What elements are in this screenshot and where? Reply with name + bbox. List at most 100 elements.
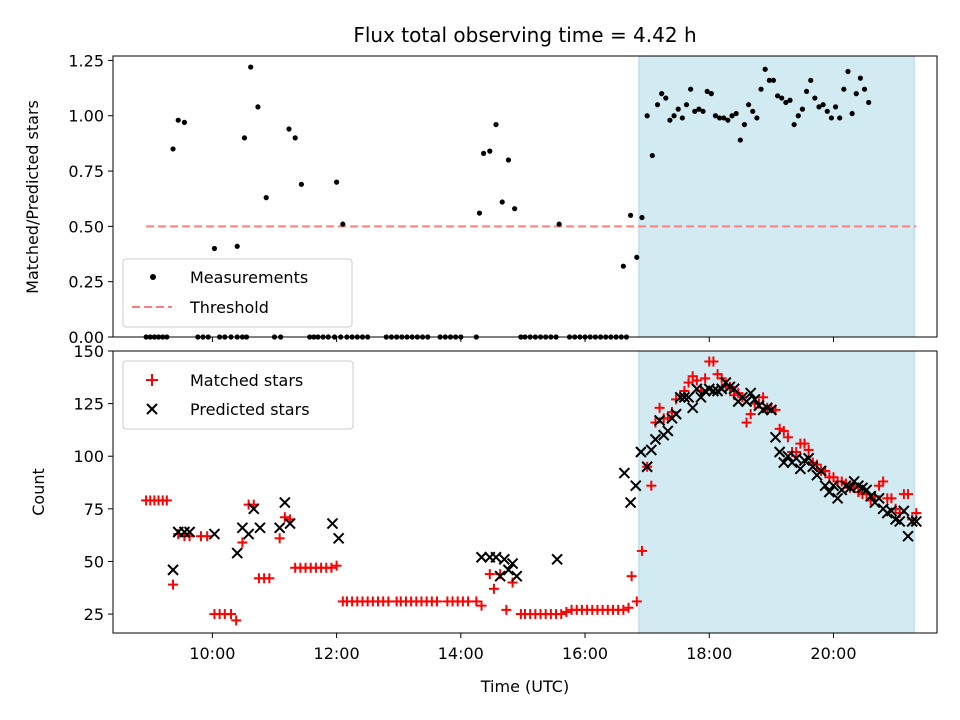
- measurement-point: [696, 106, 702, 112]
- measurement-point: [181, 119, 188, 125]
- matched-star-point: [646, 480, 657, 491]
- predicted-star-point: [769, 431, 782, 443]
- measurement-point: [248, 64, 254, 70]
- predicted-star-point: [827, 479, 840, 492]
- measurement-point: [659, 91, 665, 97]
- predicted-star-point: [254, 522, 266, 534]
- measurement-point: [729, 113, 735, 119]
- predicted-star-point: [635, 446, 647, 458]
- measurement-point: [170, 146, 176, 152]
- predicted-star-point: [831, 492, 844, 505]
- measurement-point: [712, 113, 719, 119]
- x-stroke-b: [815, 465, 827, 477]
- measurement-point: [808, 77, 814, 83]
- matched-star-point: [231, 615, 242, 626]
- matched-star-point: [501, 604, 512, 615]
- x-stroke-b: [773, 446, 786, 458]
- x-stroke-b: [326, 517, 339, 530]
- measurement-point: [779, 95, 785, 101]
- matched-star-point: [799, 438, 810, 449]
- legend-dot-marker: [150, 274, 156, 280]
- predicted-star-point: [778, 456, 790, 469]
- x-stroke-b: [691, 383, 703, 395]
- predicted-star-point: [248, 503, 260, 515]
- measurement-point: [211, 245, 218, 252]
- x-stroke-b: [898, 505, 910, 517]
- x-stroke-b: [618, 467, 631, 479]
- x-stroke-b: [498, 553, 511, 566]
- measurement-point: [333, 179, 340, 185]
- matched-star-point: [636, 545, 647, 556]
- legend-plus-marker: [146, 374, 158, 386]
- measurement-point: [816, 104, 822, 110]
- x-stroke-b: [167, 564, 179, 576]
- predicted-star-point: [906, 515, 918, 528]
- predicted-star-point: [865, 490, 877, 502]
- matched-star-point: [476, 600, 487, 611]
- bottom-legend-box: [122, 360, 354, 430]
- predicted-star-point: [691, 383, 703, 395]
- matched-star-point: [432, 596, 443, 607]
- measurement-point: [679, 115, 685, 121]
- measurement-point: [708, 91, 714, 97]
- top-y-ticks: 0.00 0.25 0.50 0.75 1.00 1.25: [68, 51, 113, 347]
- matched-star-point: [484, 569, 495, 580]
- predicted-star-point: [279, 496, 291, 509]
- matched-star-point: [561, 606, 572, 617]
- measurement-point: [255, 104, 261, 110]
- x-tick-label: 14:00: [438, 644, 484, 663]
- measurement-point: [512, 206, 518, 212]
- y-tick-label: 1.25: [68, 51, 104, 70]
- measurement-point: [663, 95, 669, 101]
- predicted-star-point: [715, 383, 728, 395]
- x-stroke-b: [236, 522, 249, 534]
- legend-label-threshold: Threshold: [189, 298, 269, 317]
- x-stroke-b: [715, 383, 728, 395]
- predicted-star-point: [284, 517, 296, 530]
- matched-star-point: [683, 377, 694, 388]
- predicted-star-point: [208, 528, 221, 540]
- x-stroke-b: [284, 517, 296, 530]
- predicted-stars-points: [167, 376, 923, 582]
- x-stroke-b: [807, 461, 819, 473]
- x-stroke-b: [782, 450, 794, 462]
- y-tick-label: 0.50: [68, 217, 104, 236]
- predicted-star-point: [167, 564, 179, 576]
- x-tick-label: 20:00: [810, 644, 856, 663]
- bottom-x-ticks: 10:00 12:00 14:00 16:00 18:00 20:00: [189, 633, 857, 663]
- x-tick-label: 12:00: [314, 644, 360, 663]
- predicted-star-point: [630, 479, 642, 492]
- measurement-point: [783, 99, 789, 106]
- x-tick-label: 16:00: [562, 644, 608, 663]
- measurement-point: [241, 135, 248, 141]
- x-stroke-b: [873, 492, 885, 505]
- matched-star-point: [488, 583, 499, 594]
- predicted-star-point: [494, 570, 506, 582]
- measurement-point: [845, 68, 851, 75]
- measurement-points: [143, 64, 872, 340]
- measurement-point: [692, 108, 698, 114]
- predicted-star-point: [860, 484, 873, 496]
- predicted-star-point: [790, 452, 802, 465]
- y-tick-label: 125: [73, 395, 104, 414]
- predicted-star-point: [498, 553, 511, 566]
- x-stroke-b: [551, 553, 563, 566]
- matched-star-point: [903, 489, 914, 500]
- matched-star-point: [202, 531, 213, 542]
- measurement-point: [721, 115, 727, 121]
- legend-label-predicted: Predicted stars: [190, 400, 310, 419]
- measurement-point: [499, 199, 505, 205]
- measurement-point: [853, 91, 859, 97]
- predicted-star-point: [242, 528, 255, 540]
- measurement-point: [758, 86, 764, 92]
- predicted-star-point: [653, 414, 666, 427]
- x-stroke-b: [248, 503, 260, 515]
- x-stroke-b: [910, 515, 923, 528]
- predicted-star-point: [511, 570, 523, 582]
- matched-star-point: [631, 596, 642, 607]
- bottom-y-axis-label: Count: [29, 468, 48, 516]
- predicted-star-point: [807, 461, 819, 473]
- y-tick-label: 0.75: [68, 162, 104, 181]
- measurement-point: [828, 115, 835, 121]
- measurement-point: [688, 86, 694, 92]
